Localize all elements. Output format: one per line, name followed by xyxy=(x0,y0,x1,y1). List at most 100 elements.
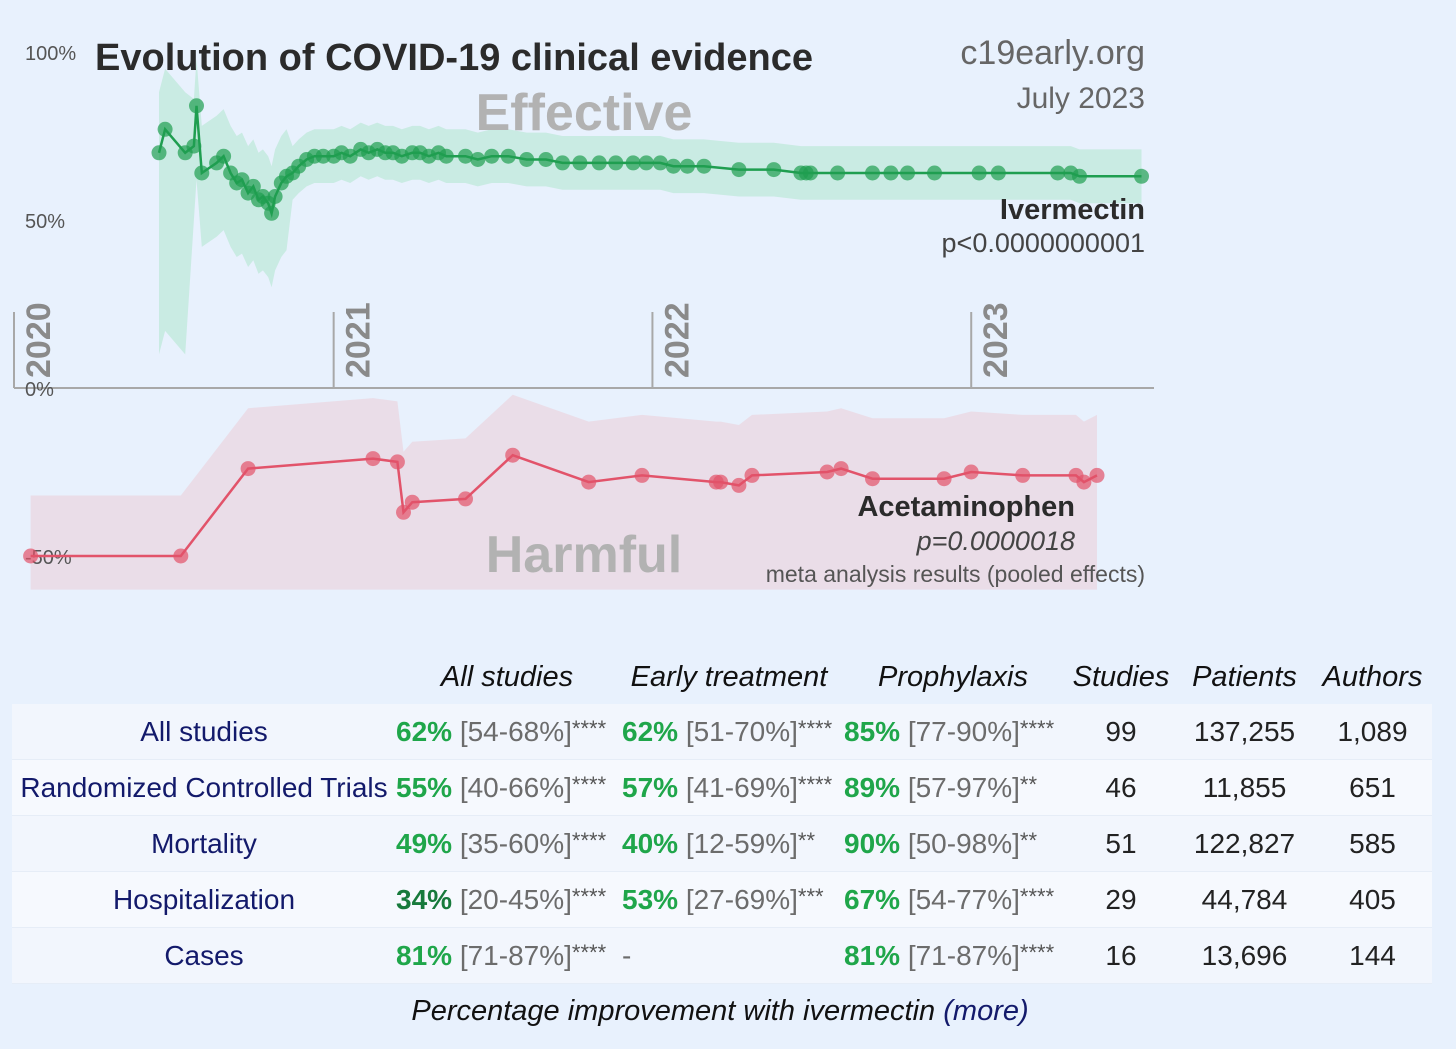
data-point-ivermectin xyxy=(500,148,516,164)
studies-count: 46 xyxy=(1066,759,1176,816)
date-label: July 2023 xyxy=(1017,82,1145,115)
ci-value: [40-66%] xyxy=(459,771,572,803)
patients-count: 122,827 xyxy=(1176,815,1313,872)
data-point-ivermectin xyxy=(315,148,331,164)
cell-early-treatment: 57% [41-69%]**** xyxy=(618,759,840,816)
ci-value: [50-98%] xyxy=(907,827,1020,859)
data-point-acetaminophen xyxy=(731,477,747,493)
significance-stars: **** xyxy=(1019,883,1055,909)
table-row[interactable]: All studies 62% [54-68%]**** 62% [51-70%… xyxy=(12,704,1432,760)
cell-all-studies: 62% [54-68%]**** xyxy=(396,704,618,760)
data-point-ivermectin xyxy=(267,189,283,204)
ivermectin-band xyxy=(159,58,1142,355)
year-label: 2021 xyxy=(340,302,378,378)
data-point-acetaminophen xyxy=(240,461,256,477)
data-point-ivermectin xyxy=(990,165,1006,181)
data-point-ivermectin xyxy=(264,205,280,221)
data-point-ivermectin xyxy=(625,155,641,171)
cell-early-treatment: 40% [12-59%]** xyxy=(618,815,840,872)
significance-stars: **** xyxy=(571,715,607,741)
patients-count: 44,784 xyxy=(1176,871,1313,928)
series-name-acetaminophen: Acetaminophen xyxy=(857,491,1075,523)
data-point-acetaminophen xyxy=(1015,467,1031,483)
data-point-ivermectin xyxy=(189,98,204,114)
more-link[interactable]: (more) xyxy=(943,995,1029,1027)
row-label[interactable]: Randomized Controlled Trials xyxy=(12,759,396,816)
pct-value: 62% xyxy=(396,715,453,747)
ci-value: [71-87%] xyxy=(459,939,572,971)
pct-value: 62% xyxy=(622,715,679,747)
pct-value: 90% xyxy=(844,827,901,859)
labels-layer: Evolution of COVID-19 clinical evidence … xyxy=(95,34,1145,587)
data-point-ivermectin xyxy=(731,162,747,178)
y-tick-label: 0% xyxy=(25,379,54,401)
pct-value: 57% xyxy=(622,771,679,803)
significance-stars: **** xyxy=(571,883,607,909)
data-point-ivermectin xyxy=(766,162,782,178)
data-point-ivermectin xyxy=(803,165,818,181)
cell-all-studies: 81% [71-87%]**** xyxy=(396,927,618,984)
ci-value: [27-69%] xyxy=(685,883,798,915)
ci-value: [35-60%] xyxy=(459,827,572,859)
data-point-acetaminophen xyxy=(173,548,189,564)
data-point-acetaminophen xyxy=(458,491,473,507)
data-point-ivermectin xyxy=(438,148,454,164)
table-header-row: All studies Early treatment Prophylaxis … xyxy=(12,650,1432,704)
ci-value: [54-77%] xyxy=(907,883,1020,915)
cell-all-studies: 49% [35-60%]**** xyxy=(396,815,618,872)
data-point-ivermectin xyxy=(971,165,987,181)
pct-value: 40% xyxy=(622,827,679,859)
data-point-acetaminophen xyxy=(1089,467,1105,483)
data-point-ivermectin xyxy=(216,148,232,164)
significance-stars: **** xyxy=(797,715,833,741)
authors-count: 1,089 xyxy=(1313,704,1432,760)
data-point-acetaminophen xyxy=(396,504,411,520)
table-row[interactable]: Hospitalization 34% [20-45%]**** 53% [27… xyxy=(12,871,1432,928)
results-table: All studies Early treatment Prophylaxis … xyxy=(12,650,1432,984)
table-row[interactable]: Cases 81% [71-87%]**** - 81% [71-87%]***… xyxy=(12,927,1432,984)
significance-stars: **** xyxy=(1019,715,1055,741)
year-label: 2022 xyxy=(658,302,696,378)
pct-value: 49% xyxy=(396,827,453,859)
col-header-patients: Patients xyxy=(1192,660,1297,693)
significance-stars: **** xyxy=(571,827,607,853)
cell-all-studies: 55% [40-66%]**** xyxy=(396,759,618,816)
data-point-ivermectin xyxy=(608,155,624,171)
site-label[interactable]: c19early.org xyxy=(960,34,1145,72)
data-point-acetaminophen xyxy=(963,464,979,480)
p-value-ivermectin: p<0.0000000001 xyxy=(942,228,1145,258)
data-point-ivermectin xyxy=(572,155,588,171)
cell-early-treatment: 62% [51-70%]**** xyxy=(618,704,840,760)
row-label[interactable]: Mortality xyxy=(12,815,396,872)
y-tick-label: 100% xyxy=(25,43,76,65)
table-row[interactable]: Randomized Controlled Trials 55% [40-66%… xyxy=(12,759,1432,816)
results-table-container: All studies Early treatment Prophylaxis … xyxy=(12,650,1432,984)
cell-prophylaxis: 90% [50-98%]** xyxy=(840,815,1066,872)
row-label[interactable]: All studies xyxy=(12,704,396,760)
chart-footnote: meta analysis results (pooled effects) xyxy=(766,561,1145,587)
data-point-acetaminophen xyxy=(505,447,521,463)
table-row[interactable]: Mortality 49% [35-60%]**** 40% [12-59%]*… xyxy=(12,815,1432,872)
data-point-ivermectin xyxy=(194,165,210,181)
pct-value: 34% xyxy=(396,883,453,915)
cell-prophylaxis: 67% [54-77%]**** xyxy=(840,871,1066,928)
evidence-chart: 100%50%0%-50%2020 2021 2022 2023 Evolution … xyxy=(13,34,1154,590)
data-point-ivermectin xyxy=(591,155,607,171)
pct-value: 81% xyxy=(396,939,453,971)
data-point-ivermectin xyxy=(555,155,570,171)
y-tick-label: 50% xyxy=(25,211,65,233)
authors-count: 651 xyxy=(1313,759,1432,816)
row-label[interactable]: Cases xyxy=(12,927,396,984)
caption-text: Percentage improvement with ivermectin xyxy=(411,995,936,1027)
ci-value: [12-59%] xyxy=(685,827,798,859)
row-label[interactable]: Hospitalization xyxy=(12,871,396,928)
ci-value: [41-69%] xyxy=(685,771,798,803)
data-point-ivermectin xyxy=(679,158,695,174)
p-value-acetaminophen: p=0.0000018 xyxy=(916,526,1075,556)
data-point-ivermectin xyxy=(151,145,167,161)
data-point-ivermectin xyxy=(484,148,500,164)
data-point-acetaminophen xyxy=(865,471,880,487)
data-point-ivermectin xyxy=(830,165,846,181)
data-point-ivermectin xyxy=(157,121,173,137)
significance-stars: **** xyxy=(1019,939,1055,965)
